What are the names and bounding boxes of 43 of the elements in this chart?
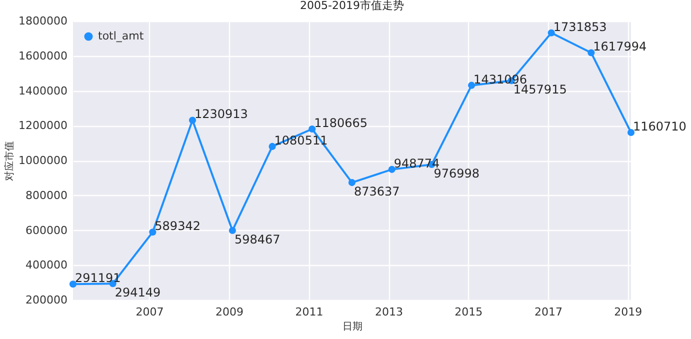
point [188, 116, 196, 124]
point [149, 228, 156, 236]
x-tick-label: 2013 [375, 306, 404, 318]
point [588, 49, 595, 56]
point [348, 179, 356, 186]
y-tick-label: 200000 [26, 294, 68, 306]
point [548, 29, 555, 36]
data-label: 294149 [114, 286, 161, 300]
x-tick-label: 2011 [295, 306, 324, 318]
data-label: 589342 [154, 219, 200, 234]
data-label: 1180665 [314, 116, 368, 130]
point [268, 142, 276, 150]
y-tick-label: 1200000 [18, 119, 68, 132]
y-tick-label: 600000 [26, 224, 68, 237]
y-tick-label: 400000 [26, 258, 68, 272]
y-tick-label: 1800000 [18, 14, 68, 28]
data-label: 1457915 [513, 82, 567, 97]
point [228, 226, 236, 234]
point [69, 280, 77, 288]
data-label: 1230913 [194, 107, 248, 122]
chart-title: 2005-2019市值走势 [300, 0, 404, 12]
y-tick-label: 800000 [26, 188, 68, 202]
x-tick-label: 2015 [454, 306, 483, 318]
point [388, 166, 396, 173]
data-label: 1160710 [633, 119, 686, 134]
x-tick-label: 2019 [614, 306, 642, 318]
y-tick-label: 1000000 [18, 154, 68, 167]
y-tick-label: 1600000 [18, 49, 68, 62]
data-label: 873637 [354, 184, 400, 199]
data-label: 976998 [434, 166, 480, 181]
point [308, 125, 316, 133]
y-axis-title: 对应市值 [4, 141, 16, 181]
y-tick-label: 1400000 [18, 84, 68, 98]
data-label: 1617994 [593, 40, 647, 54]
x-tick-label: 2007 [136, 306, 164, 318]
x-tick-label: 2017 [534, 306, 562, 318]
point [468, 82, 476, 89]
data-label: 1731853 [553, 20, 607, 34]
point [627, 128, 635, 136]
x-axis-title: 日期 [342, 320, 362, 332]
x-tick-label: 2009 [216, 306, 244, 318]
data-label: 598467 [234, 232, 280, 247]
legend-label: totl_amt [98, 30, 144, 42]
